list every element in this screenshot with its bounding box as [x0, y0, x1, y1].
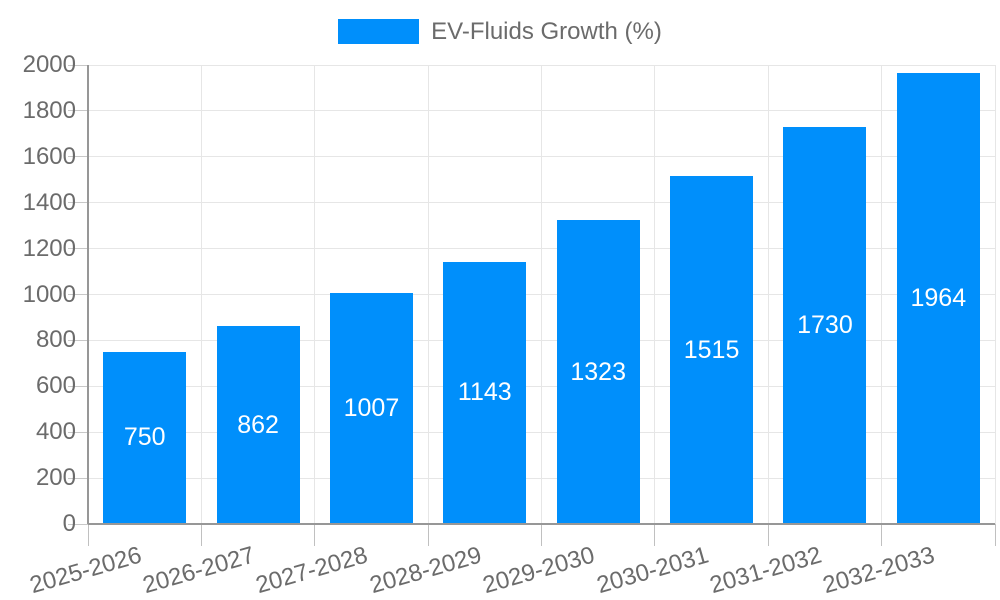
- y-tick-mark: [68, 156, 88, 158]
- y-tick-mark: [68, 64, 88, 66]
- x-tick-mark: [427, 524, 429, 546]
- x-gridline: [994, 65, 996, 524]
- y-tick-mark: [68, 248, 88, 250]
- x-tick-mark: [654, 524, 656, 546]
- y-axis-tick-label: 1000: [22, 280, 76, 308]
- y-tick-mark: [68, 202, 88, 204]
- bar-value-label: 1007: [343, 393, 400, 422]
- x-tick-mark: [881, 524, 883, 546]
- bar-value-label: 1143: [457, 378, 512, 407]
- y-axis-tick-label: 0: [62, 510, 76, 537]
- x-gridline: [427, 65, 429, 524]
- y-axis-line: [87, 65, 89, 524]
- y-axis-tick-label: 600: [35, 372, 76, 400]
- y-axis-tick-label: 200: [35, 464, 76, 492]
- bar[interactable]: 862: [216, 326, 300, 524]
- bar-value-label: 750: [123, 423, 166, 452]
- y-axis-tick-label: 1400: [22, 188, 76, 216]
- bar[interactable]: 1515: [670, 176, 754, 524]
- x-gridline: [881, 65, 883, 524]
- bar[interactable]: 1143: [443, 261, 527, 524]
- x-gridline: [541, 65, 542, 524]
- y-axis-tick-label: 1200: [22, 234, 76, 262]
- y-tick-mark: [68, 431, 88, 433]
- bar[interactable]: 1730: [783, 126, 867, 524]
- x-tick-mark: [767, 524, 769, 546]
- bar[interactable]: 1007: [329, 292, 413, 524]
- x-gridline: [314, 65, 316, 524]
- x-tick-mark: [200, 524, 202, 546]
- chart-legend[interactable]: EV-Fluids Growth (%): [0, 18, 1000, 45]
- bar[interactable]: 750: [103, 351, 187, 524]
- y-tick-mark: [68, 110, 88, 112]
- bar-value-label: 1515: [683, 335, 740, 364]
- x-tick-mark: [994, 524, 996, 546]
- y-tick-mark: [68, 294, 88, 295]
- y-tick-mark: [68, 385, 88, 387]
- legend-label: EV-Fluids Growth (%): [431, 18, 662, 45]
- bar[interactable]: 1964: [896, 73, 980, 524]
- x-gridline: [654, 65, 656, 524]
- bar-value-label: 1730: [797, 310, 853, 339]
- x-tick-mark: [87, 524, 89, 546]
- x-gridline: [200, 65, 202, 524]
- bar-value-label: 1323: [570, 357, 626, 386]
- bar-value-label: 1964: [910, 284, 967, 313]
- legend-swatch: [338, 19, 420, 44]
- y-tick-mark: [68, 339, 88, 341]
- y-tick-mark: [68, 477, 88, 479]
- y-axis-tick-label: 400: [35, 418, 76, 446]
- y-axis-tick-label: 1800: [22, 96, 76, 124]
- y-axis-tick-label: 1600: [22, 142, 76, 170]
- x-tick-mark: [314, 524, 316, 546]
- x-tick-mark: [541, 524, 542, 546]
- bar[interactable]: 1323: [556, 220, 640, 524]
- x-gridline: [767, 65, 769, 524]
- bar-value-label: 862: [237, 410, 279, 439]
- y-tick-mark: [68, 523, 88, 525]
- y-axis-tick-label: 800: [35, 326, 76, 354]
- x-axis-line: [88, 523, 995, 525]
- y-axis-tick-label: 2000: [22, 51, 76, 78]
